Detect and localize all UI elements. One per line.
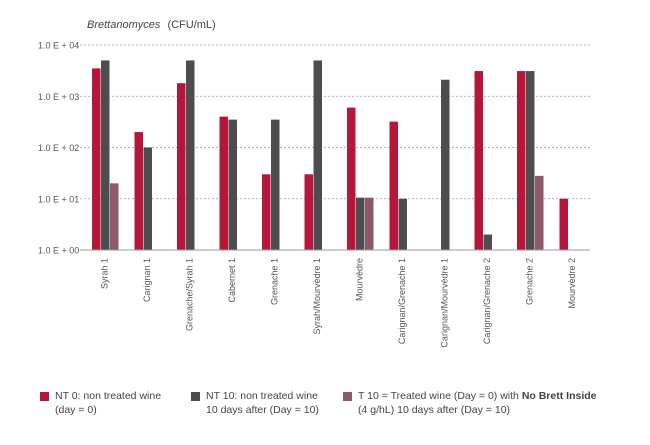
chart-title-italic: Brettanomyces: [87, 19, 161, 31]
x-tick-label: Carignan 1: [142, 258, 152, 302]
bar-nt0: [134, 132, 143, 250]
bar-t10: [535, 175, 544, 250]
x-tick-label: Grenache/Syrah 1: [184, 258, 194, 331]
bar-nt0: [219, 116, 228, 250]
bar-nt10: [398, 198, 407, 250]
x-axis-ticks: Syrah 1 Carignan 1 Grenache/Syrah 1 Caberne…: [99, 258, 577, 348]
bar-nt10: [526, 71, 535, 250]
y-tick-label: 1.0 E + 02: [38, 143, 79, 153]
bar-nt10: [101, 60, 110, 250]
y-tick-label: 1.0 E + 01: [38, 194, 79, 204]
bar-nt10: [313, 60, 322, 250]
bar-nt10: [483, 234, 492, 250]
bar-nt0: [517, 71, 526, 250]
bar-nt0: [262, 174, 271, 250]
bar-nt10: [271, 119, 280, 250]
bar-nt0: [304, 174, 313, 250]
x-tick-label: Carignan/Grenache 1: [397, 258, 407, 344]
y-axis-ticks: 1.0 E + 04 1.0 E + 03 1.0 E + 02 1.0 E + 01…: [38, 41, 79, 256]
x-tick-label: Carignan/Mourvèdre 1: [439, 258, 449, 348]
x-tick-label: Mourvèdre 2: [567, 258, 577, 309]
bar-nt0: [347, 107, 356, 250]
y-tick-label: 1.0 E + 03: [38, 92, 79, 102]
bar-nt10: [228, 119, 237, 250]
x-tick-label: Syrah/Mourvèdre 1: [312, 258, 322, 335]
y-tick-label: 1.0 E + 04: [38, 41, 79, 51]
x-tick-label: Grenache 2: [524, 258, 534, 305]
x-tick-label: Cabernet 1: [227, 258, 237, 303]
bar-nt0: [92, 68, 101, 250]
x-tick-label: Syrah 1: [99, 258, 109, 289]
bar-t10: [365, 197, 374, 250]
chart-title: Brettanomyces (CFU/mL): [87, 19, 216, 31]
bars: [92, 60, 568, 251]
x-tick-label: Grenache 1: [269, 258, 279, 305]
bar-nt0: [177, 83, 186, 250]
bar-nt10: [186, 60, 195, 250]
grid-lines: [80, 44, 590, 200]
bar-nt0: [559, 198, 568, 250]
bar-nt10: [441, 79, 450, 250]
bar-nt10: [143, 147, 152, 250]
bar-nt0: [474, 71, 483, 250]
bar-nt10: [356, 197, 365, 250]
x-tick-label: Mourvèdre: [354, 258, 364, 301]
y-tick-label: 1.0 E + 00: [38, 246, 79, 256]
bar-t10: [110, 183, 119, 250]
x-tick-label: Carignan/Grenache 2: [482, 258, 492, 344]
chart-title-unit: (CFU/mL): [167, 19, 215, 31]
bar-nt0: [389, 121, 398, 251]
